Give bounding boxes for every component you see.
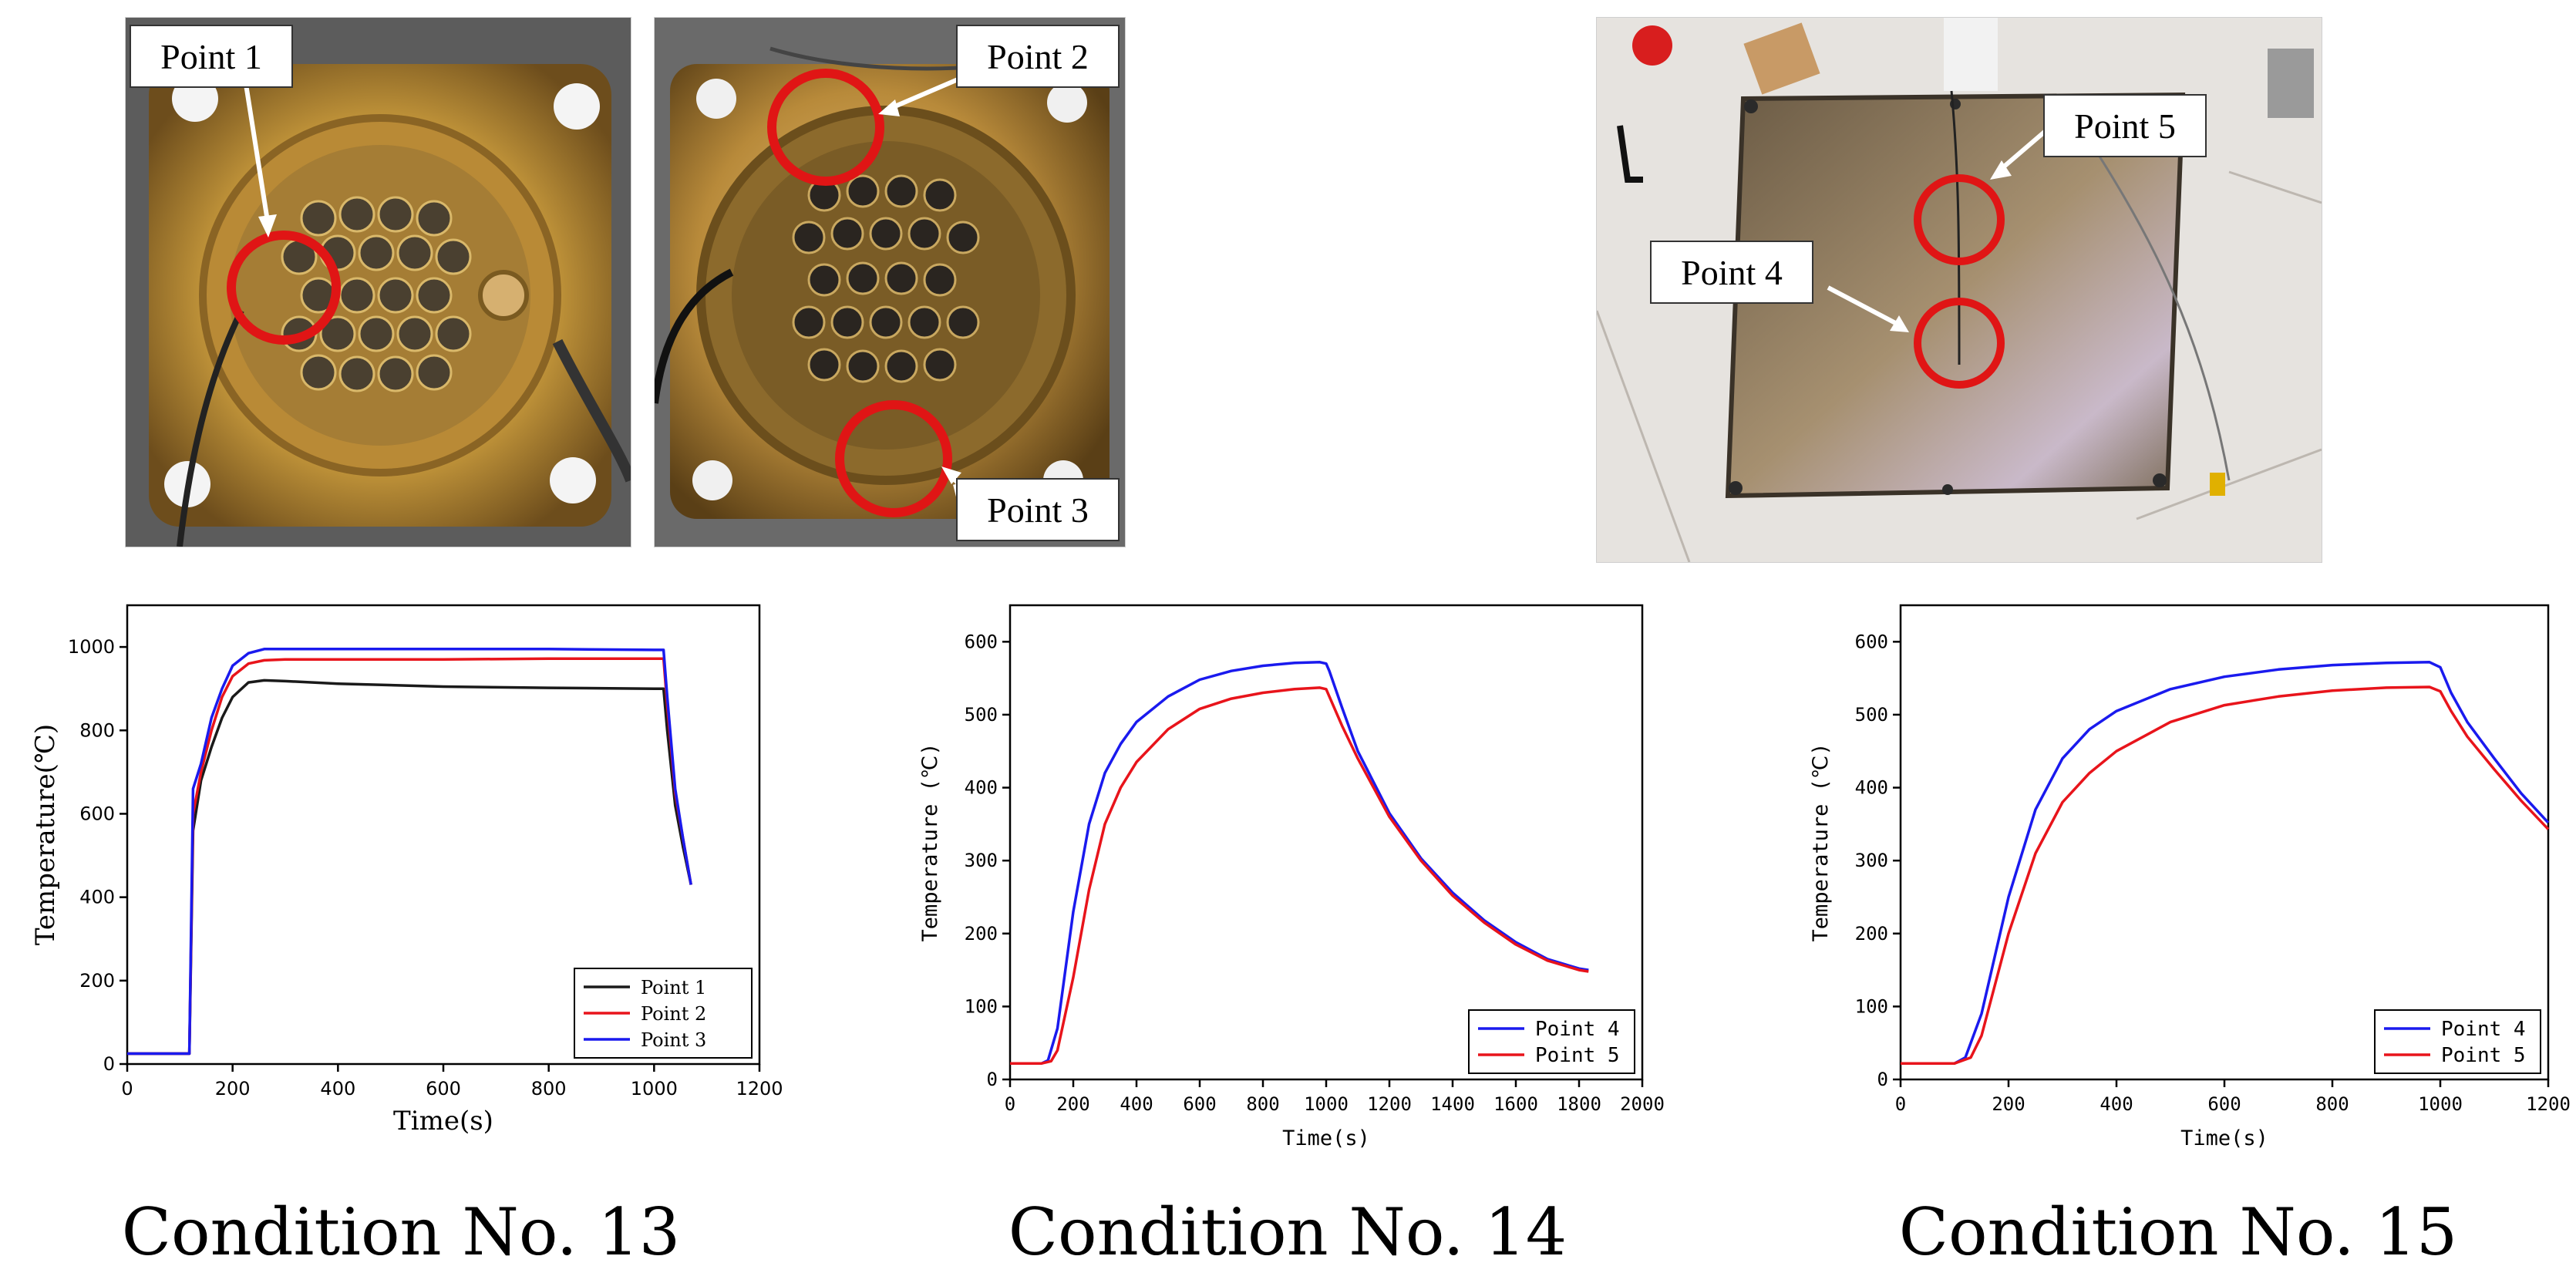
y-tick-label: 500 — [965, 704, 998, 726]
chart-14-svg: 0 200 400 600 800 1000 1200 1400 1600 1800 2000 0 10… — [918, 604, 1665, 1150]
x-tick-label: 2000 — [1620, 1093, 1665, 1115]
y-tick-label: 600 — [1855, 631, 1888, 652]
y-axis-title: Temperature (℃) — [918, 743, 942, 942]
callout-label-point-2: Point 2 — [987, 37, 1089, 76]
x-tick-label: 600 — [426, 1078, 461, 1099]
x-tick-label: 0 — [1005, 1093, 1015, 1115]
callout-circle — [1914, 298, 2005, 389]
x-axis-title: Time(s) — [2180, 1126, 2268, 1150]
x-tick-label: 800 — [2315, 1093, 2349, 1115]
x-tick-label: 400 — [1120, 1093, 1153, 1115]
callout-circle — [1914, 174, 2005, 265]
y-tick-label: 0 — [987, 1069, 998, 1090]
x-tick-label: 1400 — [1430, 1093, 1475, 1115]
y-tick-label: 400 — [1855, 777, 1888, 799]
x-tick-label: 1200 — [736, 1078, 783, 1099]
y-tick-label: 400 — [79, 887, 115, 908]
x-tick-label: 1600 — [1493, 1093, 1538, 1115]
x-tick-label: 1000 — [631, 1078, 678, 1099]
callout-label-point-5: Point 5 — [2074, 106, 2176, 146]
y-tick-label: 300 — [1855, 850, 1888, 871]
x-tick-label: 200 — [1992, 1093, 2025, 1115]
callout-label-point-1: Point 1 — [160, 37, 262, 76]
legend-label: Point 4 — [1535, 1018, 1620, 1041]
x-tick-label: 200 — [215, 1078, 251, 1099]
y-tick-label: 200 — [1855, 923, 1888, 945]
x-tick-label: 800 — [531, 1078, 567, 1099]
plot-frame — [1009, 604, 1644, 1081]
x-tick-label: 0 — [121, 1078, 133, 1099]
y-tick-label: 200 — [79, 970, 115, 992]
chart-condition-13: 0 200 400 600 800 1000 1200 0 200 400 600 800 1000 Ti… — [0, 594, 786, 1164]
chart-condition-14: 0 200 400 600 800 1000 1200 1400 1600 1800 2000 0 10… — [887, 594, 1681, 1164]
chart-condition-15: 0 200 400 600 800 1000 1200 0 100 200 300 400 500 600… — [1777, 594, 2571, 1164]
callout-label-point-4: Point 4 — [1681, 253, 1783, 292]
y-axis-title: Temperature(℃) — [30, 724, 61, 945]
y-tick-label: 1000 — [68, 636, 115, 658]
chart-13-svg: 0 200 400 600 800 1000 1200 0 200 400 600 800 1000 Ti… — [30, 604, 783, 1137]
legend-label: Point 5 — [2441, 1044, 2526, 1067]
caption-condition-15: Condition No. 15 — [1898, 1194, 2458, 1270]
x-tick-label: 1200 — [2526, 1093, 2571, 1115]
series-line-point-1 — [127, 679, 692, 1056]
callout-label-point-3: Point 3 — [987, 490, 1089, 530]
photo-plate: Point 5 Point 4 — [1596, 17, 2322, 563]
legend-label: Point 1 — [641, 977, 706, 998]
y-tick-label: 100 — [965, 995, 998, 1017]
x-tick-label: 800 — [1246, 1093, 1279, 1115]
y-tick-label: 600 — [79, 803, 115, 824]
chart-15-svg: 0 200 400 600 800 1000 1200 0 100 200 300 400 500 600… — [1809, 604, 2571, 1150]
callout-arrow — [1996, 123, 2053, 174]
y-tick-label: 0 — [103, 1053, 115, 1075]
series-line-point-5 — [1901, 685, 2550, 1065]
x-tick-label: 400 — [320, 1078, 355, 1099]
series-line-point-3 — [127, 648, 692, 1056]
legend-box — [2374, 1009, 2541, 1074]
legend-box — [1468, 1009, 1635, 1074]
x-tick-label: 1000 — [2418, 1093, 2463, 1115]
legend-label: Point 4 — [2441, 1018, 2526, 1041]
x-tick-label: 1800 — [1557, 1093, 1601, 1115]
series-line-point-4 — [1901, 661, 2550, 1065]
x-tick-label: 600 — [1183, 1093, 1216, 1115]
series-line-point-5 — [1010, 686, 1589, 1065]
y-tick-label: 400 — [965, 777, 998, 799]
y-tick-label: 200 — [965, 923, 998, 945]
photo-connector-rear: Point 2 Point 3 — [654, 17, 1126, 547]
y-tick-label: 600 — [965, 631, 998, 652]
photo-connector-front: Point 1 — [125, 17, 631, 547]
legend-label: Point 2 — [641, 1003, 706, 1025]
y-tick-label: 0 — [1877, 1069, 1888, 1090]
caption-condition-14: Condition No. 14 — [1008, 1194, 1567, 1270]
x-tick-label: 400 — [2100, 1093, 2133, 1115]
caption-condition-13: Condition No. 13 — [121, 1194, 681, 1270]
x-tick-label: 200 — [1056, 1093, 1089, 1115]
x-tick-label: 0 — [1895, 1093, 1906, 1115]
callout-arrow — [1827, 285, 1903, 328]
x-axis-title: Time(s) — [1282, 1126, 1370, 1150]
callout-arrow — [243, 79, 271, 227]
callout-circle — [767, 69, 884, 186]
callout-circle — [835, 400, 952, 517]
x-axis-title: Time(s) — [393, 1106, 493, 1137]
y-axis-title: Temperature (℃) — [1809, 743, 1833, 942]
callout-arrow — [884, 73, 968, 113]
x-tick-label: 1200 — [1367, 1093, 1412, 1115]
y-tick-label: 100 — [1855, 995, 1888, 1017]
y-tick-label: 300 — [965, 850, 998, 871]
legend-label: Point 3 — [641, 1029, 706, 1051]
y-tick-label: 500 — [1855, 704, 1888, 726]
callout-circle — [227, 231, 341, 345]
series-line-point-4 — [1010, 661, 1589, 1065]
x-tick-label: 1000 — [1304, 1093, 1349, 1115]
y-tick-label: 800 — [79, 719, 115, 741]
legend-label: Point 5 — [1535, 1044, 1620, 1067]
x-tick-label: 600 — [2207, 1093, 2241, 1115]
